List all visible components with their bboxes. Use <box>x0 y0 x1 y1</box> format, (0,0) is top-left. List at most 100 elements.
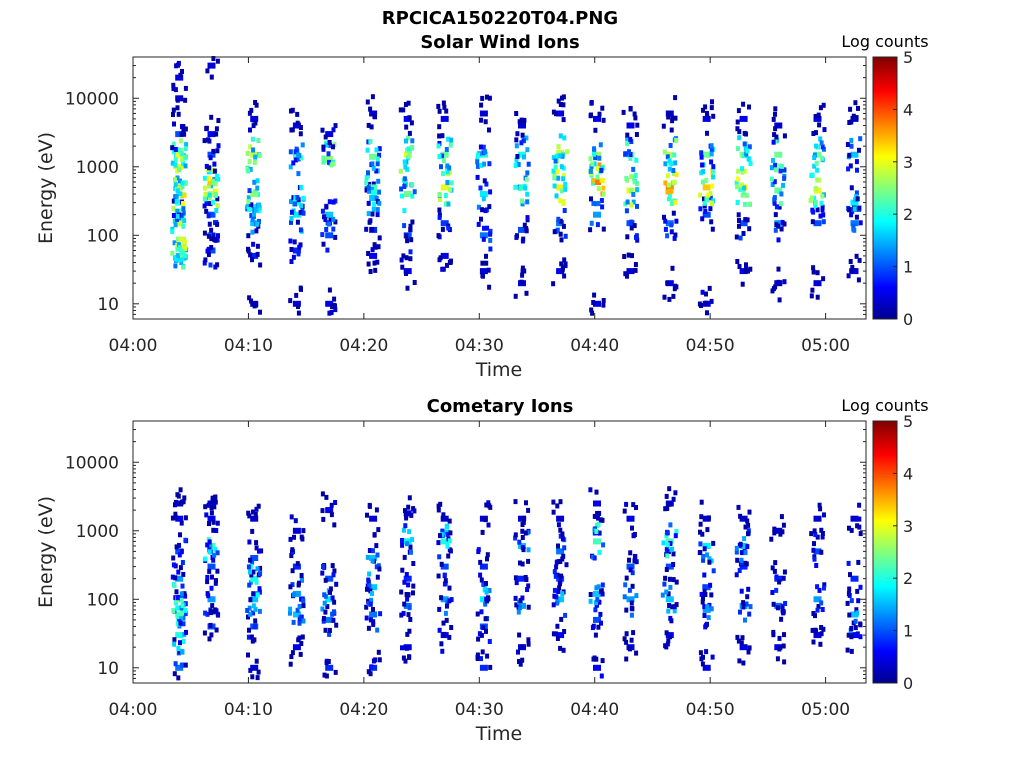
heatmap-cell <box>375 207 380 213</box>
heatmap-cell <box>711 168 716 174</box>
heatmap-cell <box>526 547 531 553</box>
heatmap-cell <box>735 126 740 132</box>
heatmap-cell <box>327 631 332 637</box>
heatmap-cell <box>593 179 601 185</box>
heatmap-cell <box>366 211 371 217</box>
heatmap-cell <box>486 595 490 601</box>
heatmap-cell <box>635 122 640 128</box>
heatmap-cell <box>739 220 748 227</box>
heatmap-cell <box>487 95 492 101</box>
heatmap-cell <box>175 548 184 555</box>
heatmap-cell <box>440 220 449 227</box>
heatmap-cell <box>215 611 220 617</box>
heatmap-cell <box>737 129 742 135</box>
heatmap-cell <box>320 491 325 497</box>
heatmap-cell <box>705 197 710 203</box>
heatmap-cell <box>771 601 776 607</box>
colorbar-label-cometary: Log counts <box>841 396 928 415</box>
heatmap-cell <box>820 204 825 210</box>
heatmap-cell <box>742 201 747 207</box>
heatmap-cell <box>404 138 408 144</box>
heatmap-cell <box>669 222 674 228</box>
heatmap-cell <box>709 558 714 564</box>
colorbar-tick-label: 0 <box>903 310 913 329</box>
heatmap-cell <box>404 512 409 518</box>
heatmap-cell <box>328 142 333 148</box>
heatmap-cell <box>484 181 489 187</box>
heatmap-cell <box>215 568 220 574</box>
heatmap-cell <box>202 203 207 209</box>
heatmap-cell <box>634 132 639 137</box>
heatmap-cell <box>563 263 568 269</box>
heatmap-cell <box>177 245 182 251</box>
heatmap-cell <box>404 572 409 577</box>
heatmap-cell <box>438 255 443 261</box>
heatmap-cell <box>520 198 525 204</box>
heatmap-cell <box>711 164 716 170</box>
heatmap-cell <box>674 579 679 585</box>
heatmap-cell <box>739 557 744 563</box>
x-tick-label: 04:50 <box>686 336 735 356</box>
heatmap-cell <box>821 276 826 282</box>
heatmap-cell <box>846 632 851 638</box>
heatmap-cell <box>484 253 488 259</box>
heatmap-cell <box>248 252 253 258</box>
heatmap-cell <box>702 200 707 206</box>
heatmap-cell <box>735 634 740 640</box>
heatmap-cell <box>858 531 863 537</box>
heatmap-cell <box>848 572 852 578</box>
heatmap-cell <box>172 121 176 127</box>
heatmap-cell <box>408 544 413 550</box>
heatmap-cell <box>588 156 593 162</box>
heatmap-cell <box>624 639 629 645</box>
heatmap-cell <box>551 281 556 287</box>
scan-column <box>202 494 221 642</box>
heatmap-cell <box>551 109 556 115</box>
heatmap-cell <box>251 569 256 575</box>
heatmap-cell <box>600 105 605 111</box>
heatmap-cell <box>747 226 752 232</box>
heatmap-cell <box>447 547 452 553</box>
colorbar-tick-label: 0 <box>903 674 913 693</box>
heatmap-cell <box>323 134 328 140</box>
heatmap-cell <box>334 581 339 587</box>
heatmap-cell <box>634 650 639 656</box>
heatmap-cell <box>632 223 637 229</box>
heatmap-cell <box>520 535 525 540</box>
heatmap-cell <box>412 508 417 514</box>
heatmap-cell <box>672 152 677 158</box>
heatmap-cell <box>292 611 301 618</box>
heatmap-cell <box>370 558 375 564</box>
heatmap-cell <box>173 575 178 581</box>
heatmap-cell <box>440 266 445 272</box>
heatmap-cell <box>449 180 454 186</box>
heatmap-cell <box>563 233 568 239</box>
heatmap-cell <box>174 63 179 69</box>
plot-area-solar-wind <box>133 57 866 319</box>
heatmap-cell <box>702 151 711 158</box>
x-tick-label: 04:40 <box>570 700 619 720</box>
heatmap-cell <box>557 585 562 591</box>
heatmap-cell <box>667 158 672 164</box>
heatmap-cell <box>556 543 560 549</box>
heatmap-cell <box>701 169 706 175</box>
heatmap-cell <box>480 649 485 655</box>
heatmap-cell <box>248 144 253 150</box>
heatmap-cell <box>207 515 216 522</box>
heatmap-cell <box>440 596 449 603</box>
heatmap-cell <box>208 608 213 614</box>
heatmap-cell <box>740 182 745 188</box>
heatmap-cell <box>665 529 669 535</box>
heatmap-cell <box>325 664 334 671</box>
heatmap-cell <box>300 207 305 212</box>
heatmap-cell <box>707 285 712 291</box>
heatmap-cell <box>289 216 294 221</box>
heatmap-cell <box>440 153 445 159</box>
heatmap-cell <box>321 618 326 624</box>
scan-column <box>734 504 753 666</box>
heatmap-cell <box>172 637 177 643</box>
heatmap-cell <box>513 184 518 190</box>
heatmap-cell <box>743 217 748 223</box>
heatmap-cell <box>513 595 518 601</box>
heatmap-cell <box>553 164 558 170</box>
